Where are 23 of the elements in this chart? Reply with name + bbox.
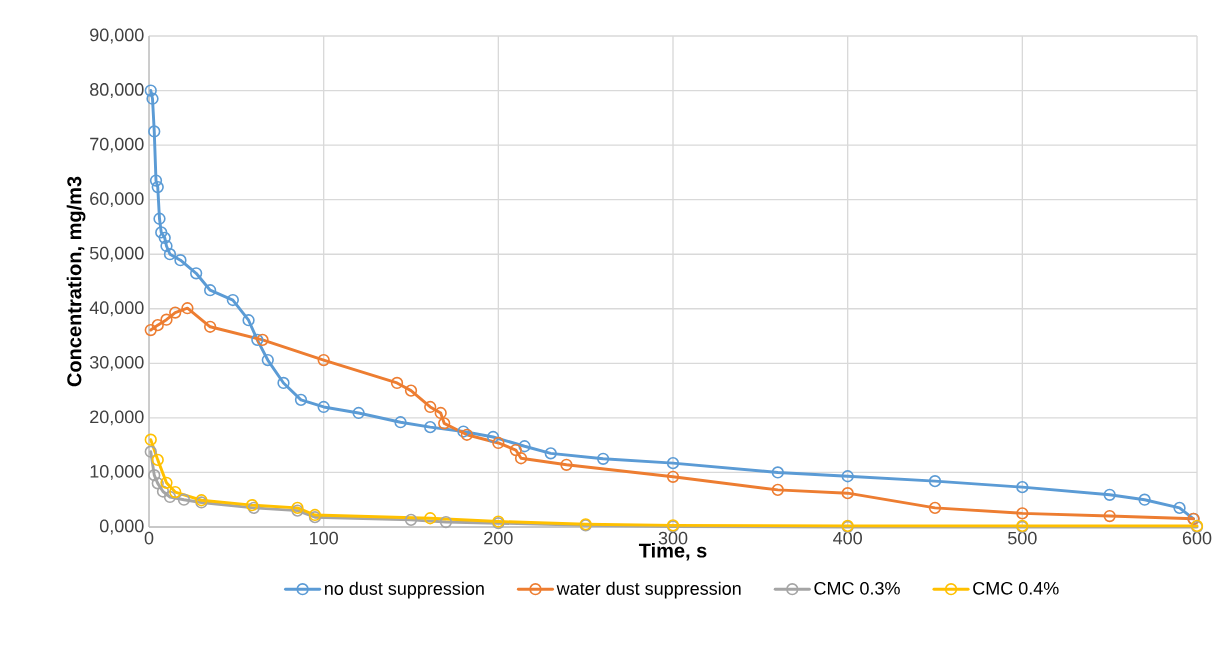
x-tick-label: 500 (1008, 531, 1037, 545)
y-axis-title: Concentration, mg/m3 (66, 176, 86, 387)
y-tick-label: 70,000 (90, 137, 144, 153)
y-tick-label: 20,000 (90, 410, 144, 426)
x-tick-label: 200 (484, 531, 513, 545)
y-tick-label: 0,000 (99, 519, 144, 535)
legend-label: CMC 0.4% (973, 581, 1059, 595)
y-tick-label: 40,000 (89, 301, 144, 317)
y-tick-label: 60,000 (90, 192, 144, 208)
y-tick-label: 10,000 (90, 464, 144, 480)
x-tick-label: 0 (144, 531, 154, 545)
legend-label: no dust suppression (325, 581, 484, 599)
y-tick-label: 30,000 (89, 355, 144, 371)
x-tick-label: 100 (310, 531, 338, 545)
legend-label: CMC 0.3% (814, 581, 900, 595)
y-tick-label: 50,000 (89, 246, 144, 262)
y-tick-label: 90,000 (90, 28, 144, 44)
legend-label: water dust suppression (556, 581, 741, 599)
x-axis-title: Time, s (638, 542, 707, 561)
y-tick-label: 80,000 (90, 83, 144, 98)
x-tick-label: 400 (833, 531, 862, 545)
x-tick-label: 600 (1182, 531, 1212, 545)
x-tick-label: 300 (658, 531, 688, 545)
